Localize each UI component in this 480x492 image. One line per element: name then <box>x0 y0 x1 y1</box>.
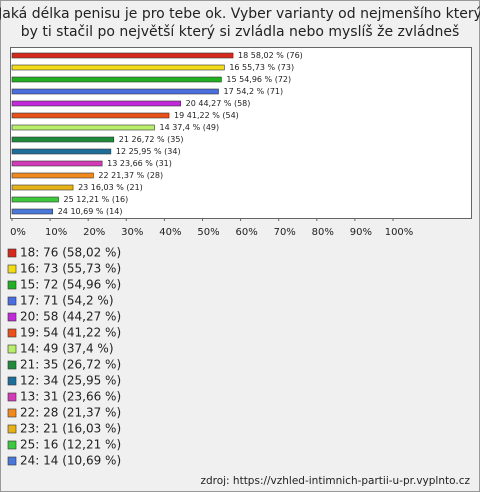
legend-label: 20: 58 (44,27 %) <box>20 310 121 324</box>
x-tick-label: 20% <box>83 227 105 238</box>
bar-label: 13 23,66 % (31) <box>107 159 172 168</box>
bar <box>11 196 59 203</box>
chart-subtitle: by ti stačil po největší který si zvládl… <box>21 24 460 40</box>
bar-label: 22 21,37 % (28) <box>98 171 163 180</box>
legend-label: 15: 72 (54,96 %) <box>20 278 121 292</box>
bar <box>11 88 219 95</box>
legend-label: 23: 21 (16,03 %) <box>20 422 121 436</box>
legend-swatch <box>7 408 17 418</box>
x-tick-label: 60% <box>235 227 257 238</box>
legend-swatch <box>7 376 17 386</box>
x-tick-label: 100% <box>385 227 414 238</box>
bar <box>11 64 225 71</box>
bar <box>11 124 155 131</box>
bar-label: 25 12,21 % (16) <box>64 195 129 204</box>
legend-swatch <box>7 360 17 370</box>
bar-label: 19 41,22 % (54) <box>174 111 239 120</box>
bar-label: 14 37,4 % (49) <box>159 123 219 132</box>
source: zdroj: https://vzhled-intimnich-partii-u… <box>200 475 470 487</box>
bar <box>11 76 222 83</box>
x-tick-label: 0% <box>10 227 26 238</box>
legend-label: 25: 16 (12,21 %) <box>20 438 121 452</box>
bar <box>11 148 112 155</box>
bar-label: 12 25,95 % (34) <box>116 147 181 156</box>
legend-swatch <box>7 312 17 322</box>
legend-swatch <box>7 440 17 450</box>
bar <box>11 184 74 191</box>
chart-title: Jaká délka penisu je pro tebe ok. Vyber … <box>0 6 480 22</box>
bar-label: 16 55,73 % (73) <box>229 63 294 72</box>
legend-label: 18: 76 (58,02 %) <box>20 246 121 260</box>
legend-label: 13: 31 (23,66 %) <box>20 390 121 404</box>
x-tick-label: 30% <box>121 227 143 238</box>
x-tick-label: 70% <box>274 227 296 238</box>
legend-swatch <box>7 296 17 306</box>
bar-label: 24 10,69 % (14) <box>58 207 123 216</box>
legend-label: 14: 49 (37,4 %) <box>20 342 114 356</box>
legend-label: 16: 73 (55,73 %) <box>20 262 121 276</box>
x-tick-label: 10% <box>45 227 67 238</box>
legend-swatch <box>7 264 17 274</box>
legend-swatch <box>7 424 17 434</box>
plot-area <box>10 47 472 219</box>
bar-label: 23 16,03 % (21) <box>78 183 143 192</box>
bar <box>11 160 103 167</box>
bar <box>11 136 115 143</box>
legend-label: 17: 71 (54,2 %) <box>20 294 114 308</box>
bar <box>11 208 54 215</box>
bar <box>11 112 170 119</box>
legend-swatch <box>7 456 17 466</box>
bar <box>11 52 234 59</box>
x-tick-label: 40% <box>159 227 181 238</box>
bar-label: 17 54,2 % (71) <box>224 87 284 96</box>
x-tick-label: 50% <box>197 227 219 238</box>
x-tick-label: 80% <box>312 227 334 238</box>
legend-label: 19: 54 (41,22 %) <box>20 326 121 340</box>
bar-label: 15 54,96 % (72) <box>226 75 291 84</box>
legend-swatch <box>7 280 17 290</box>
legend-label: 12: 34 (25,95 %) <box>20 374 121 388</box>
bar <box>11 100 181 107</box>
legend-label: 24: 14 (10,69 %) <box>20 454 121 468</box>
legend-swatch <box>7 392 17 402</box>
bar-label: 20 44,27 % (58) <box>186 99 251 108</box>
legend-swatch <box>7 344 17 354</box>
legend-label: 21: 35 (26,72 %) <box>20 358 121 372</box>
bar <box>11 172 94 179</box>
legend-swatch <box>7 248 17 258</box>
bar-label: 18 58,02 % (76) <box>238 51 303 60</box>
bar-label: 21 26,72 % (35) <box>119 135 184 144</box>
x-tick-label: 90% <box>350 227 372 238</box>
legend-swatch <box>7 328 17 338</box>
legend-label: 22: 28 (21,37 %) <box>20 406 121 420</box>
